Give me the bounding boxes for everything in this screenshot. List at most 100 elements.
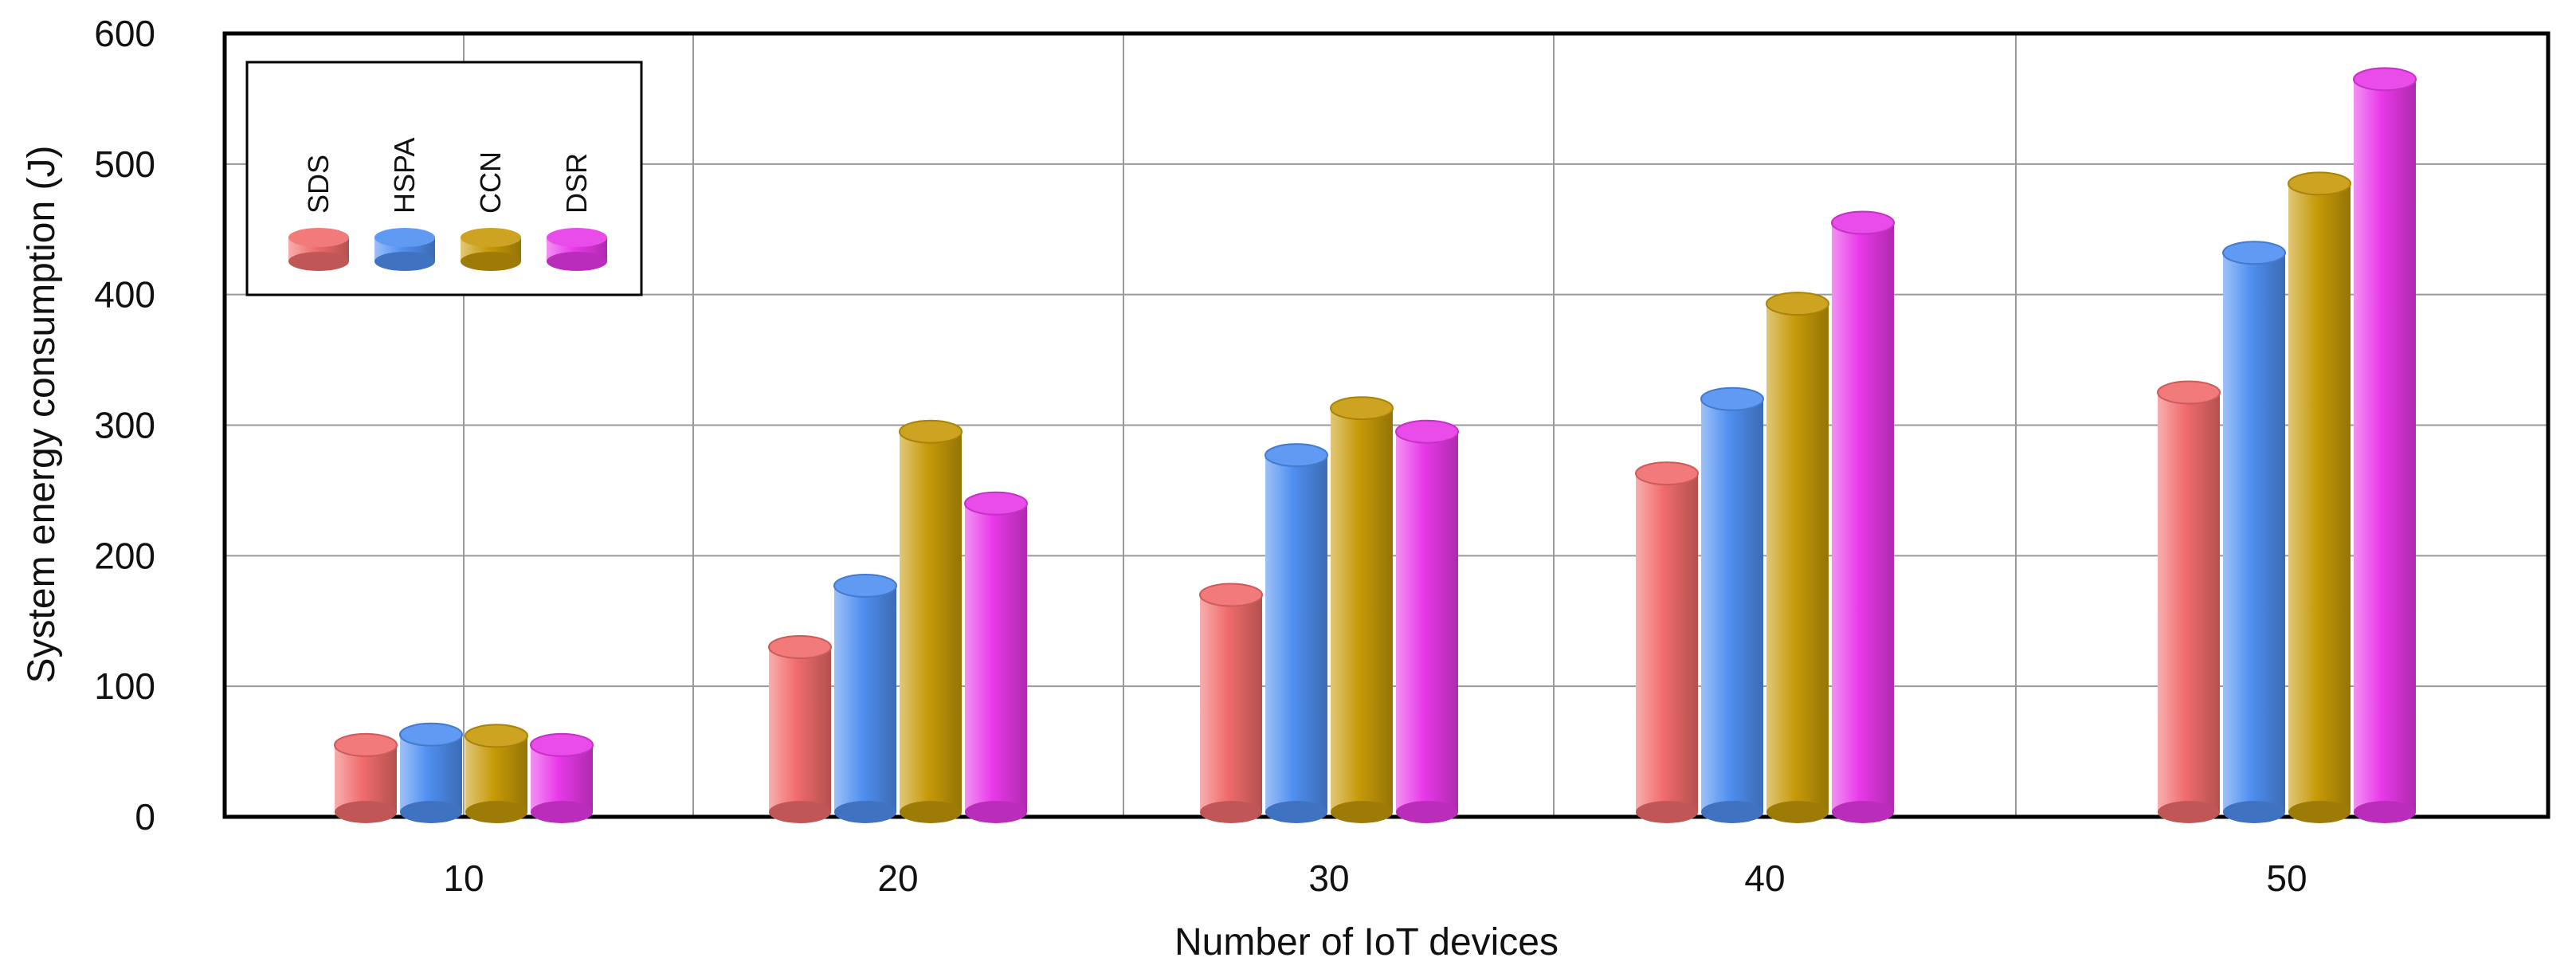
bar-sds-40: [1635, 461, 1699, 823]
bar-body: [1766, 304, 1829, 812]
y-tick-label: 0: [135, 796, 155, 838]
y-tick-label: 100: [94, 665, 155, 707]
bar-top: [1700, 386, 1764, 411]
bar-base: [2354, 801, 2416, 823]
legend-swatch-base: [461, 252, 521, 271]
bar-top: [1831, 210, 1895, 235]
bar-top: [833, 574, 897, 598]
bar-sds-20: [768, 635, 832, 823]
bar-base: [1200, 801, 1262, 823]
legend-swatch-base: [288, 252, 349, 271]
bar-base: [335, 801, 397, 823]
bar-base: [1766, 801, 1829, 823]
legend: SDS HSPA CCN DSR: [245, 61, 643, 296]
y-tick-label: 400: [94, 274, 155, 316]
legend-label: CCN: [474, 151, 507, 214]
legend-item-dsr: DSR: [547, 153, 607, 271]
x-axis-title: Number of IoT devices: [1174, 921, 1559, 963]
bar-base: [400, 801, 462, 823]
bar-top: [465, 724, 528, 748]
legend-swatch-base: [374, 252, 435, 271]
legend-swatch-top: [288, 228, 349, 247]
bar-top: [768, 635, 832, 660]
x-axis-ticks: 10 20 30 40 50: [443, 857, 2307, 899]
bar-body: [1832, 222, 1894, 812]
bar-top: [2157, 380, 2221, 405]
bar-ccn-30: [1330, 396, 1394, 823]
bar-top: [2222, 241, 2286, 265]
bar-sds-50: [2157, 380, 2221, 823]
bar-body: [1396, 431, 1458, 812]
bar-body: [834, 586, 896, 812]
bar-base: [465, 801, 527, 823]
x-tick-label: 40: [1744, 857, 1785, 899]
bar-body: [2158, 392, 2220, 813]
bar-base: [900, 801, 962, 823]
y-tick-label: 600: [94, 13, 155, 54]
bar-sds-10: [334, 732, 398, 823]
bar-base: [834, 801, 896, 823]
bar-base: [531, 801, 593, 823]
bar-top: [964, 491, 1028, 516]
bar-hspa-30: [1264, 443, 1328, 823]
x-tick-label: 30: [1308, 857, 1349, 899]
x-tick-label: 50: [2266, 857, 2307, 899]
bar-top: [1766, 292, 1829, 316]
bar-body: [965, 503, 1027, 812]
bar-base: [1396, 801, 1458, 823]
legend-swatch-base: [547, 252, 607, 271]
y-tick-label: 300: [94, 405, 155, 446]
bar-base: [1636, 801, 1698, 823]
bar-top: [334, 732, 398, 757]
legend-swatch-top: [461, 228, 521, 247]
bar-dsr-50: [2353, 67, 2417, 823]
bar-ccn-20: [899, 419, 963, 823]
bar-body: [1331, 408, 1393, 812]
legend-label: SDS: [302, 155, 335, 214]
bar-ccn-10: [465, 724, 528, 823]
bar-body: [2223, 253, 2285, 812]
bar-sds-30: [1199, 583, 1263, 823]
bar-top: [2288, 171, 2351, 196]
bar-base: [1701, 801, 1763, 823]
legend-label: DSR: [560, 153, 593, 214]
bar-hspa-40: [1700, 386, 1764, 823]
bar-top: [1395, 419, 1459, 444]
bar-hspa-10: [399, 722, 463, 823]
bar-body: [900, 431, 962, 812]
bar-body: [2354, 79, 2416, 812]
y-axis-ticks: 0 100 200 300 400 500 600: [94, 13, 155, 838]
bar-base: [769, 801, 831, 823]
bar-base: [965, 801, 1027, 823]
bar-body: [2288, 183, 2351, 813]
bar-top: [1264, 443, 1328, 468]
legend-item-ccn: CCN: [461, 151, 521, 271]
bar-top: [399, 722, 463, 747]
x-tick-label: 20: [877, 857, 918, 899]
legend-item-hspa: HSPA: [374, 138, 435, 271]
x-tick-label: 10: [443, 857, 484, 899]
bar-base: [1832, 801, 1894, 823]
bar-body: [1265, 455, 1327, 812]
bar-dsr-30: [1395, 419, 1459, 823]
legend-label: HSPA: [388, 138, 421, 214]
bar-dsr-20: [964, 491, 1028, 823]
bar-base: [2223, 801, 2285, 823]
bars: [334, 67, 2417, 823]
bar-dsr-40: [1831, 210, 1895, 823]
legend-item-sds: SDS: [288, 155, 349, 271]
bar-body: [769, 647, 831, 812]
bar-hspa-20: [833, 574, 897, 823]
bar-base: [1331, 801, 1393, 823]
bar-top: [1635, 461, 1699, 486]
bar-base: [2158, 801, 2220, 823]
bar-ccn-50: [2288, 171, 2351, 823]
legend-swatch-top: [374, 228, 435, 247]
bar-dsr-10: [530, 732, 594, 823]
bar-body: [1701, 398, 1763, 812]
bar-body: [1200, 594, 1262, 812]
bar-base: [2288, 801, 2351, 823]
y-tick-label: 500: [94, 143, 155, 185]
bar-base: [1265, 801, 1327, 823]
